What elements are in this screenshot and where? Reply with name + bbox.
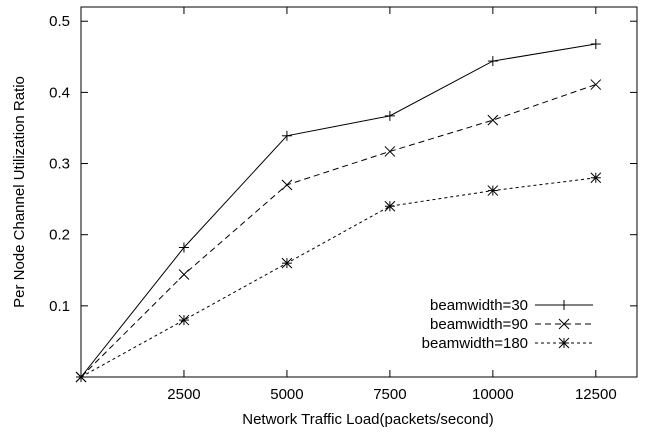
y-axis-ticks: 0.1 0.2 0.3 0.4 0.5 <box>49 13 637 315</box>
x-tick-label: 7500 <box>373 386 406 403</box>
plot-frame <box>80 6 638 378</box>
series-3-point <box>384 200 396 212</box>
y-tick-label: 0.2 <box>49 227 70 244</box>
legend: beamwidth=30 beamwidth=90 beamwidth=180 <box>422 297 593 352</box>
y-tick-label: 0.4 <box>49 84 70 101</box>
legend-label: beamwidth=30 <box>430 297 528 314</box>
series-2-point <box>487 114 499 126</box>
x-axis-label: Network Traffic Load(packets/second) <box>242 411 494 428</box>
series-1-point <box>487 56 498 67</box>
y-tick-label: 0.3 <box>49 156 70 173</box>
x-tick-label: 12500 <box>575 386 617 403</box>
legend-label: beamwidth=180 <box>422 335 528 352</box>
series-2-point <box>590 79 602 90</box>
y-tick-label: 0.5 <box>49 13 70 30</box>
series-3-point <box>178 314 190 326</box>
series-1-point <box>384 110 395 121</box>
series-2-point <box>281 179 293 191</box>
legend-swatch-marker <box>559 300 569 310</box>
x-tick-label: 5000 <box>270 386 303 403</box>
x-tick-label: 2500 <box>167 386 200 403</box>
legend-swatch-marker <box>558 337 570 349</box>
series-3-point <box>281 257 293 269</box>
y-axis-label: Per Node Channel Utilization Ratio <box>11 76 28 308</box>
series-1-point <box>281 130 292 141</box>
series-3-point <box>75 371 87 383</box>
series-layer <box>75 39 602 383</box>
series-3-point <box>590 172 602 184</box>
series-line-1 <box>80 43 596 378</box>
series-1-point <box>178 242 189 253</box>
series-line-2 <box>80 84 596 378</box>
series-2-point <box>384 146 396 157</box>
y-tick-label: 0.1 <box>49 298 70 315</box>
x-tick-label: 10000 <box>472 386 514 403</box>
legend-label: beamwidth=90 <box>430 316 528 333</box>
series-1-point <box>590 39 601 49</box>
x-axis-ticks: 2500 5000 7500 10000 12500 <box>167 7 617 403</box>
legend-swatch-marker <box>558 318 570 330</box>
series-2-point <box>178 269 190 280</box>
series-3-point <box>487 185 499 196</box>
series-line-3 <box>80 177 596 378</box>
